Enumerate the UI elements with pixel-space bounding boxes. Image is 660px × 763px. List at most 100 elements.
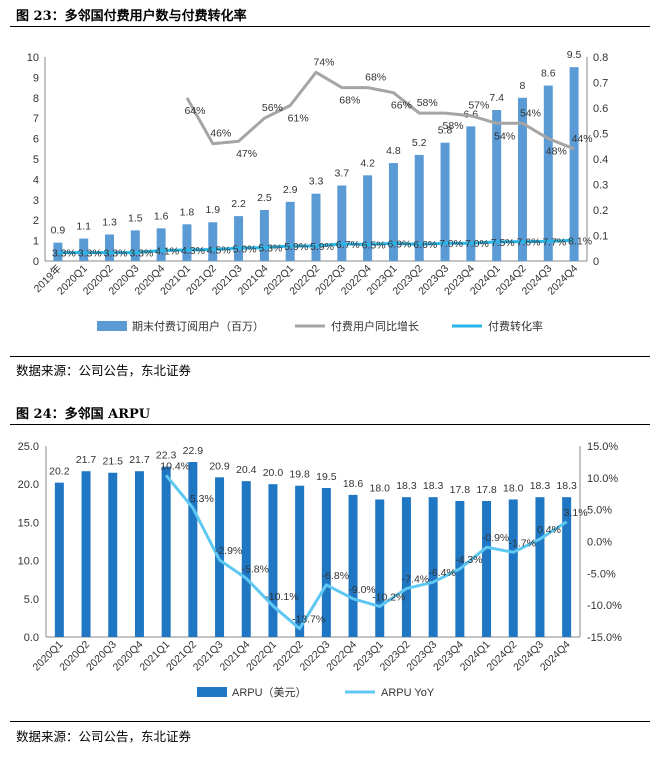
figure-23-title: 图 23：多邻国付费用户数与付费转化率 <box>16 9 247 24</box>
figure-24-bottom-rule <box>10 721 650 722</box>
left-tick-label: 0 <box>33 256 39 268</box>
left-tick-label: 15.0 <box>18 517 39 529</box>
yoy-value-label: -1.7% <box>509 537 536 549</box>
conversion-value-label: 3.3% <box>104 248 128 260</box>
yoy-value-label: -2.9% <box>215 545 242 557</box>
yoy-value-label: -6.8% <box>322 570 349 582</box>
right-tick-label: 0.6 <box>593 103 608 115</box>
bar-value-label: 7.4 <box>489 92 504 104</box>
conversion-value-label: 3.3% <box>129 248 153 260</box>
bar-value-label: 5.2 <box>412 137 427 149</box>
bar-value-label: 8.6 <box>541 68 556 80</box>
yoy-value-label: -4.3% <box>455 554 482 566</box>
legend-label-conversion: 付费转化率 <box>488 319 543 333</box>
left-tick-label: 7 <box>33 113 39 125</box>
bar-value-label: 9.5 <box>567 49 582 61</box>
bar-value-label: 2.9 <box>283 184 298 196</box>
yoy-value-label: 5.3% <box>190 493 214 505</box>
bar-value-label: 22.3 <box>156 450 177 462</box>
conversion-value-label: 5.3% <box>258 242 282 254</box>
yoy-value-label: 68% <box>339 95 360 107</box>
bar-arpu <box>108 472 118 637</box>
figure-24-title: 图 24：多邻国 ARPU <box>16 407 151 422</box>
conversion-value-label: 3.3% <box>78 248 102 260</box>
bar-value-label: 20.0 <box>263 467 284 479</box>
legend-swatch-arpu <box>197 687 227 697</box>
bar-paid-users <box>414 154 424 261</box>
conversion-value-label: 5.0% <box>233 243 257 255</box>
bar-value-label: 20.2 <box>49 466 70 478</box>
legend-label-yoy: 付费用户同比增长 <box>331 319 419 333</box>
legend-label-arpu: ARPU（美元） <box>232 686 307 699</box>
bar-paid-users <box>259 210 269 261</box>
bar-paid-users <box>363 175 373 261</box>
bar-arpu <box>54 482 64 637</box>
right-tick-label: 0.0% <box>587 537 612 549</box>
right-tick-label: 0.7 <box>593 78 608 90</box>
yoy-value-label: 74% <box>313 56 334 68</box>
figure-23-top-rule <box>10 26 650 27</box>
bar-arpu <box>482 501 492 637</box>
yoy-value-label: 0.4% <box>537 524 561 536</box>
left-tick-label: 25.0 <box>18 441 39 453</box>
bar-value-label: 4.8 <box>386 145 401 157</box>
bar-paid-users <box>440 142 450 261</box>
bar-value-label: 1.9 <box>205 204 220 216</box>
bar-arpu <box>241 481 251 637</box>
bar-value-label: 2.5 <box>257 192 272 204</box>
bar-value-label: 21.7 <box>76 454 97 466</box>
bar-paid-users <box>208 222 218 261</box>
conversion-value-label: 4.3% <box>181 245 205 257</box>
conversion-value-label: 4.1% <box>155 246 179 258</box>
bar-arpu <box>401 497 411 637</box>
right-tick-label: -15.0% <box>587 632 622 644</box>
figure-24-top-rule <box>10 424 650 425</box>
bar-value-label: 17.8 <box>450 484 471 496</box>
yoy-value-label: 48% <box>546 146 567 158</box>
bar-value-label: 20.4 <box>236 464 257 476</box>
bar-value-label: 19.8 <box>289 469 310 481</box>
conversion-value-label: 7.5% <box>491 237 515 249</box>
bar-paid-users <box>130 230 140 261</box>
bar-arpu <box>375 499 385 637</box>
left-tick-label: 9 <box>33 72 39 84</box>
conversion-value-label: 8.1% <box>568 235 592 247</box>
right-tick-label: 0.5 <box>593 129 608 141</box>
yoy-value-label: 46% <box>210 128 231 140</box>
bar-paid-users <box>234 216 244 261</box>
bar-paid-users <box>311 193 321 261</box>
bar-paid-users <box>156 228 166 261</box>
bar-value-label: 21.7 <box>129 454 150 466</box>
yoy-value-label: 47% <box>236 148 257 160</box>
yoy-value-label: 56% <box>262 102 283 114</box>
yoy-value-label: 54% <box>494 130 515 142</box>
yoy-value-label: -5.8% <box>242 563 269 575</box>
left-tick-label: 5 <box>33 154 39 166</box>
bar-value-label: 22.9 <box>183 445 204 457</box>
yoy-value-label: 44% <box>572 133 593 145</box>
bar-value-label: 18.3 <box>530 480 551 492</box>
bar-value-label: 1.1 <box>76 221 91 233</box>
bar-value-label: 18.3 <box>396 480 417 492</box>
bar-paid-users <box>569 67 579 261</box>
left-tick-label: 8 <box>33 93 39 105</box>
left-tick-label: 1 <box>33 236 39 248</box>
legend-label-paid-users: 期末付费订阅用户（百万） <box>132 319 264 333</box>
yoy-value-label: 3.1% <box>564 507 588 519</box>
bar-value-label: 1.6 <box>154 210 169 222</box>
yoy-value-label: -7.4% <box>402 574 429 586</box>
yoy-value-label: -10.1% <box>265 591 298 603</box>
bar-arpu <box>188 462 198 637</box>
legend-label-arpu-yoy: ARPU YoY <box>381 687 435 699</box>
bar-paid-users <box>517 97 527 261</box>
bar-value-label: 8 <box>520 80 526 92</box>
left-tick-label: 0.0 <box>24 632 39 644</box>
yoy-value-label: 54% <box>520 107 541 119</box>
bar-arpu <box>295 485 305 637</box>
right-tick-label: 0.4 <box>593 154 608 166</box>
chart-arpu: 0.0 5.0 10.0 15.0 20.0 25.0 -15.0% -10.0% -5.0% 0… <box>18 441 622 699</box>
yoy-value-label: -9.0% <box>348 584 375 596</box>
bar-arpu <box>81 471 91 637</box>
bar-value-label: 0.9 <box>51 225 66 237</box>
conversion-value-label: 3.3% <box>52 248 76 260</box>
